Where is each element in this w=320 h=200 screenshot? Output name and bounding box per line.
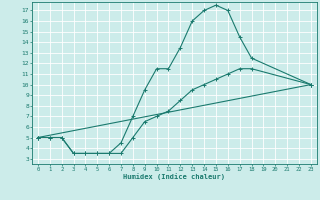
X-axis label: Humidex (Indice chaleur): Humidex (Indice chaleur) bbox=[124, 173, 225, 180]
